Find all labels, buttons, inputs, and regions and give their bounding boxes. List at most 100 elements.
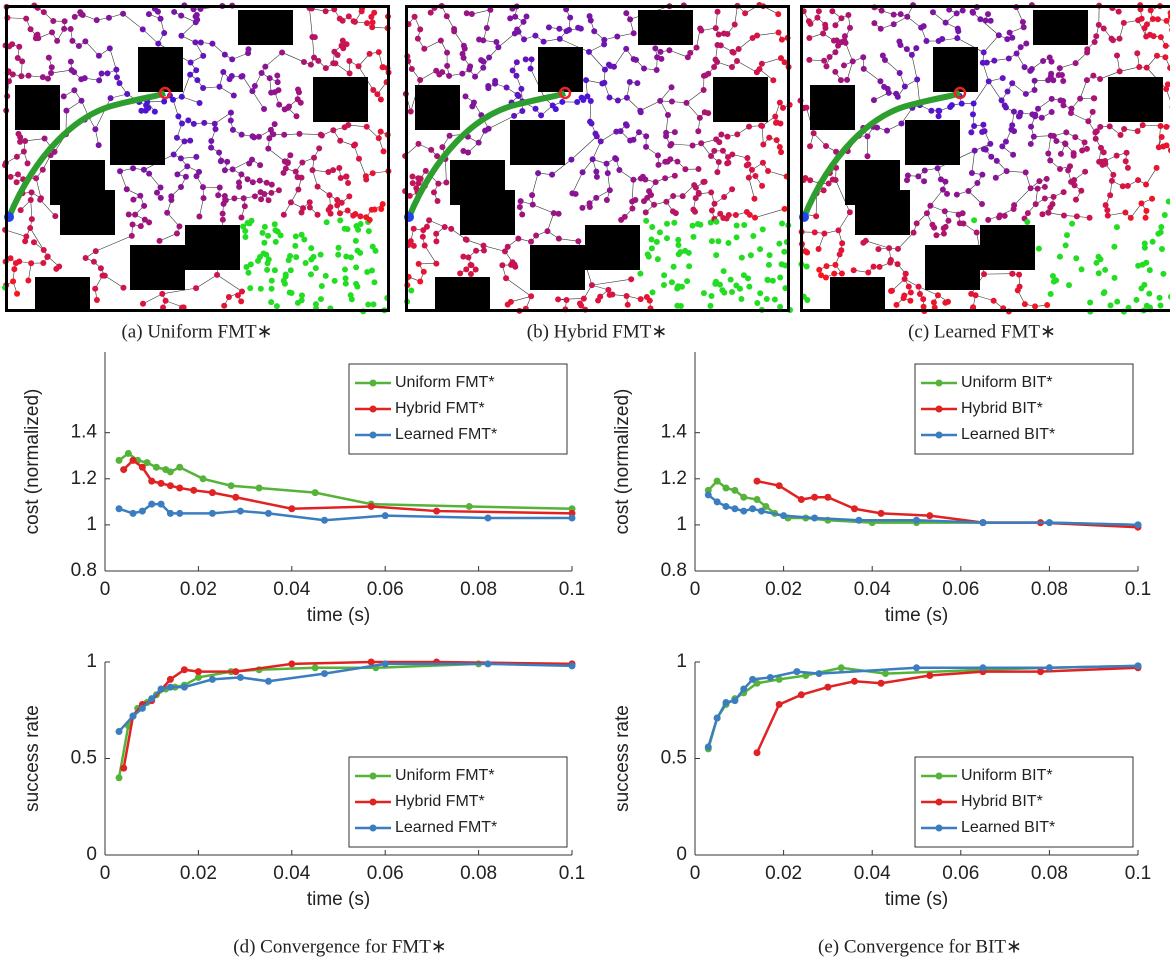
sample-point <box>1010 151 1017 158</box>
tree-edge <box>589 101 592 122</box>
sample-point <box>597 138 604 145</box>
tree-edge <box>591 278 632 286</box>
sample-point <box>648 245 655 252</box>
data-point <box>824 683 832 691</box>
sample-point <box>1110 171 1117 178</box>
sample-point <box>44 254 51 261</box>
sample-point <box>708 238 715 245</box>
sample-point <box>170 96 177 103</box>
sample-point <box>627 16 634 23</box>
sample-point <box>1060 189 1067 196</box>
obstacle <box>15 85 60 130</box>
y-tick-label: 1 <box>86 651 97 672</box>
sample-point <box>245 269 252 276</box>
tree-edge <box>29 227 44 251</box>
tree-edge <box>95 98 111 130</box>
data-point <box>811 493 819 501</box>
sample-point <box>330 127 337 134</box>
sample-point <box>1009 34 1016 41</box>
sample-point <box>679 193 686 200</box>
tree-edge <box>988 81 1002 101</box>
sample-point <box>904 172 911 179</box>
sample-point <box>156 237 163 244</box>
sample-point <box>668 84 675 91</box>
obstacle <box>460 190 515 235</box>
sample-point <box>342 266 349 273</box>
tree-edge <box>265 52 283 67</box>
sample-point <box>1039 211 1046 218</box>
sample-point <box>903 46 910 53</box>
sample-point <box>915 283 922 290</box>
sample-point <box>595 297 602 304</box>
tree-edge <box>299 133 321 135</box>
sample-point <box>274 72 281 79</box>
sample-point <box>894 261 901 268</box>
sample-point <box>913 45 920 52</box>
sample-point <box>330 167 337 174</box>
sample-point <box>173 134 180 141</box>
sample-point <box>472 73 479 80</box>
sample-point <box>1016 271 1023 278</box>
sample-point <box>860 54 867 61</box>
obstacle <box>585 225 640 270</box>
sample-point <box>1093 259 1100 266</box>
tree-edge <box>572 172 583 194</box>
sample-point <box>835 227 842 234</box>
sample-point <box>742 10 749 17</box>
sample-point <box>653 67 660 74</box>
sample-point <box>996 214 1003 221</box>
sample-point <box>312 301 319 308</box>
sample-point <box>695 128 702 135</box>
sample-point <box>95 142 102 149</box>
sample-point <box>415 140 422 147</box>
sample-point <box>309 167 316 174</box>
sample-point <box>372 247 379 254</box>
sample-point <box>459 70 466 77</box>
legend-label: Learned FMT* <box>395 426 497 443</box>
sample-point <box>364 269 371 276</box>
sample-point <box>151 108 158 115</box>
sample-point <box>750 233 757 240</box>
sample-point <box>1001 212 1008 219</box>
sample-point <box>759 123 766 130</box>
tree-edge <box>35 178 42 199</box>
sample-point <box>513 72 520 79</box>
sample-point <box>346 193 353 200</box>
data-point <box>704 743 712 751</box>
obstacle <box>1108 77 1163 122</box>
data-point <box>143 459 151 467</box>
data-point <box>713 714 721 722</box>
sample-point <box>944 190 951 197</box>
sample-point <box>724 154 731 161</box>
sample-point <box>846 209 853 216</box>
sample-point <box>485 82 492 89</box>
sample-point <box>689 142 696 149</box>
sample-point <box>13 153 20 160</box>
data-point <box>288 505 296 513</box>
sample-point <box>1139 122 1146 129</box>
sample-point <box>33 175 40 182</box>
sample-point <box>460 253 467 260</box>
sample-point <box>1163 86 1170 93</box>
sample-point <box>1060 212 1067 219</box>
sample-point <box>355 155 362 162</box>
sample-point <box>92 126 99 133</box>
sample-point <box>503 84 510 91</box>
data-point <box>1037 668 1045 676</box>
sample-point <box>1019 18 1026 25</box>
sample-point <box>630 136 637 143</box>
sample-point <box>820 30 827 37</box>
sample-point <box>193 153 200 160</box>
caption: (a) Uniform FMT∗ <box>121 321 272 342</box>
sample-point <box>1070 152 1077 159</box>
y-tick-label: 1.4 <box>661 422 688 443</box>
sample-point <box>689 222 696 229</box>
sample-point <box>297 99 304 106</box>
sample-point <box>48 64 55 71</box>
sample-point <box>860 65 867 72</box>
sample-point <box>552 106 559 113</box>
sample-point <box>199 184 206 191</box>
sample-point <box>227 117 234 124</box>
data-point <box>199 475 207 483</box>
sample-point <box>747 252 754 259</box>
